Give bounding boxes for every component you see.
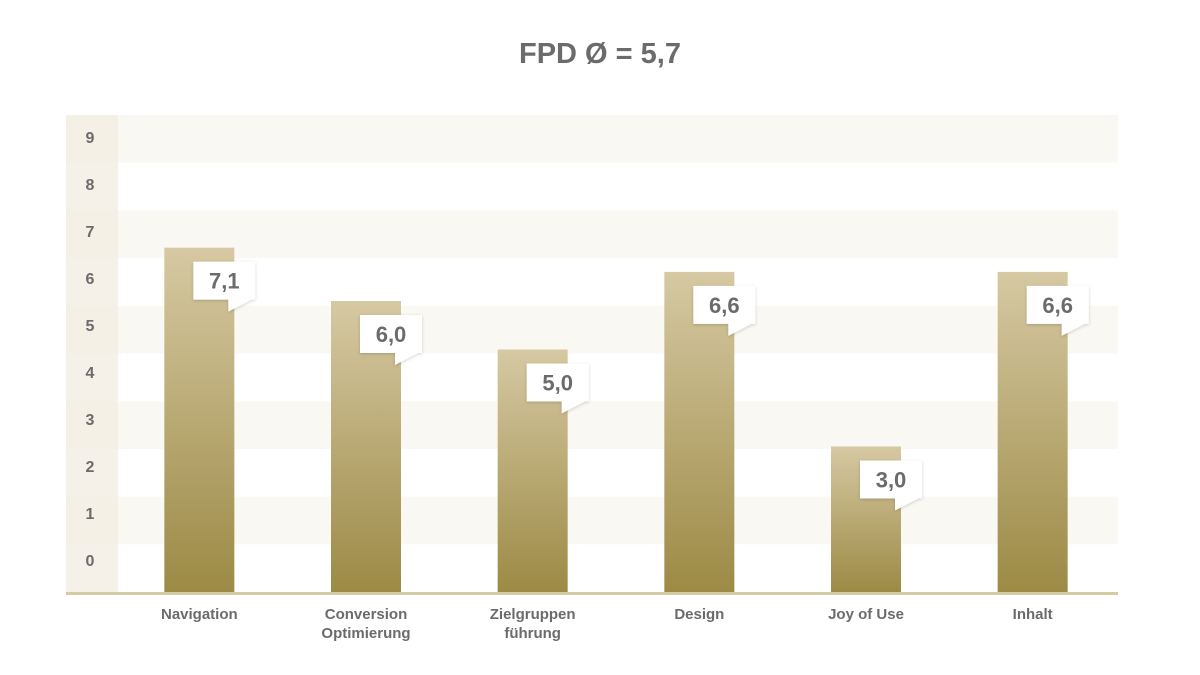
grid-band: [66, 305, 1118, 354]
x-category-label: führung: [504, 625, 561, 642]
value-label-box: [1026, 285, 1089, 336]
y-tick-label: 5: [86, 318, 95, 335]
value-label-box: [526, 363, 589, 414]
value-label: 6,0: [376, 322, 407, 347]
grid-band: [66, 115, 1118, 163]
x-category-label: Design: [674, 606, 724, 623]
chart-title: FPD Ø = 5,7: [519, 38, 681, 70]
label-background: [860, 460, 922, 499]
y-tick-label: 0: [86, 553, 95, 570]
x-category-label: Navigation: [161, 606, 238, 623]
bar: [164, 247, 235, 592]
label-pointer: [728, 322, 754, 336]
x-category-label: Zielgruppen: [490, 606, 576, 623]
grid-band: [66, 210, 1118, 259]
x-category-label: Joy of Use: [828, 606, 904, 623]
value-label-box: [193, 261, 256, 312]
y-tick-label: 7: [86, 224, 95, 241]
x-axis-baseline: [66, 592, 1118, 595]
value-label-box: [693, 285, 756, 336]
label-pointer: [895, 497, 920, 511]
value-label-box: [360, 315, 422, 365]
y-tick-label: 3: [86, 412, 95, 429]
y-tick-label: 4: [86, 365, 95, 382]
value-label: 6,6: [1042, 293, 1073, 318]
value-label: 5,0: [542, 371, 573, 396]
label-background: [693, 285, 756, 324]
label-background: [360, 315, 422, 353]
bar: [997, 271, 1068, 592]
x-category-label: Inhalt: [1013, 606, 1053, 623]
label-pointer: [1061, 322, 1087, 336]
value-label: 3,0: [876, 468, 907, 493]
y-tick-label: 9: [86, 130, 95, 147]
value-label-box: [860, 460, 922, 511]
grid-band: [66, 401, 1118, 449]
grid-band: [66, 496, 1118, 545]
label-pointer: [228, 298, 254, 312]
label-background: [1026, 285, 1089, 324]
label-background: [193, 261, 256, 300]
y-tick-label: 6: [86, 271, 95, 288]
label-background: [526, 363, 589, 402]
y-tick-label: 2: [86, 459, 95, 476]
label-pointer: [395, 352, 420, 365]
y-tick-label: 1: [86, 506, 95, 523]
y-tick-label: 8: [86, 177, 95, 194]
value-label: 6,6: [709, 293, 740, 318]
value-label: 7,1: [209, 269, 240, 294]
y-axis-column: [66, 115, 118, 592]
label-pointer: [561, 400, 587, 414]
x-category-label: Optimierung: [321, 625, 410, 642]
x-category-label: Conversion: [325, 606, 408, 623]
bar: [664, 271, 735, 592]
